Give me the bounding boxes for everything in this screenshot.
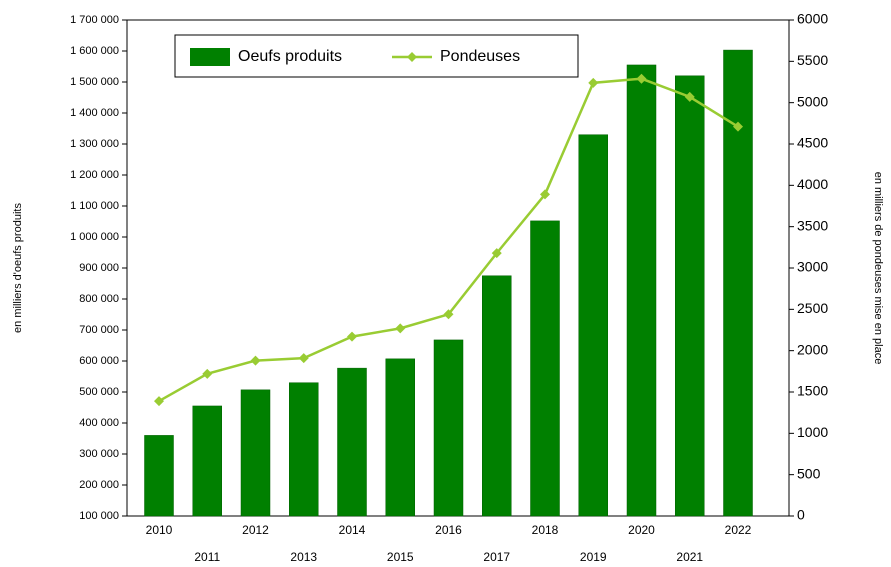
line-marker: [298, 353, 309, 364]
bar: [192, 405, 222, 517]
y-tick-label: 1 000 000: [70, 231, 119, 243]
y-tick-label: 700 000: [79, 324, 119, 336]
y2-tick-label: 0: [797, 507, 805, 523]
legend-swatch: [190, 48, 230, 66]
y-tick-label: 1 300 000: [70, 138, 119, 150]
bar: [240, 389, 271, 517]
y2-tick-label: 1000: [797, 424, 828, 440]
y2-tick-label: 4500: [797, 135, 828, 151]
bar: [626, 64, 657, 517]
y-tick-label: 400 000: [79, 417, 119, 429]
y2-tick-label: 3500: [797, 217, 828, 233]
y2-tick-label: 4000: [797, 176, 828, 192]
x-tick-label: 2021: [676, 550, 703, 564]
line-marker: [202, 368, 213, 379]
line-marker: [733, 121, 743, 132]
x-tick-label: 2022: [725, 523, 752, 537]
y2-tick-label: 6000: [797, 11, 828, 27]
line-marker: [443, 309, 454, 320]
legend-marker: [407, 52, 417, 62]
y2-tick-label: 5500: [797, 52, 828, 68]
legend-box: [174, 34, 579, 78]
bar: [337, 367, 367, 517]
line-marker: [588, 77, 599, 88]
y2-tick-label: 2500: [797, 300, 828, 316]
y-tick-label: 900 000: [79, 262, 119, 274]
y2-axis-label: en milliers de pondeuses mise en place: [872, 172, 884, 365]
bar: [433, 339, 464, 517]
x-tick-label: 2011: [194, 550, 220, 564]
line-marker: [540, 189, 550, 200]
legend-label: Oeufs produits: [238, 48, 342, 65]
y2-tick-label: 3000: [797, 259, 828, 275]
y-tick-label: 300 000: [79, 448, 119, 460]
line-marker: [636, 73, 647, 84]
y-tick-label: 800 000: [79, 293, 119, 305]
y-tick-label: 1 600 000: [70, 45, 119, 57]
y-tick-label: 200 000: [79, 479, 119, 491]
y-tick-label: 500 000: [79, 386, 119, 398]
y2-tick-label: 500: [797, 465, 821, 481]
y-tick-label: 1 700 000: [70, 14, 119, 26]
bar: [530, 220, 560, 517]
bar: [578, 134, 608, 517]
line-marker: [684, 91, 695, 102]
x-tick-label: 2019: [580, 550, 607, 564]
y-tick-label: 1 200 000: [70, 169, 119, 181]
line-marker: [347, 331, 357, 342]
x-tick-label: 2016: [435, 523, 462, 537]
bar: [675, 75, 705, 517]
x-tick-label: 2017: [483, 550, 510, 564]
line-marker: [395, 323, 406, 334]
y-tick-label: 1 400 000: [70, 107, 119, 119]
legend-label: Pondeuses: [440, 48, 520, 65]
line-marker: [250, 355, 261, 366]
x-tick-label: 2010: [146, 523, 173, 537]
y-tick-label: 100 000: [79, 510, 119, 522]
bar: [144, 435, 174, 517]
line-marker: [154, 396, 164, 407]
bar: [482, 275, 512, 517]
x-tick-label: 2018: [532, 523, 559, 537]
y2-tick-label: 1500: [797, 383, 828, 399]
y-tick-label: 1 500 000: [70, 76, 119, 88]
bar: [385, 358, 415, 517]
x-tick-label: 2020: [628, 523, 655, 537]
bar: [289, 382, 319, 517]
line-marker: [491, 248, 502, 259]
x-tick-label: 2014: [339, 523, 366, 537]
y-tick-label: 1 100 000: [70, 200, 119, 212]
y2-tick-label: 5000: [797, 93, 828, 109]
x-tick-label: 2015: [387, 550, 414, 564]
y-axis-label: en milliers d'oeufs produits: [12, 203, 24, 333]
x-tick-label: 2013: [290, 550, 317, 564]
x-tick-label: 2012: [242, 523, 269, 537]
y-tick-label: 600 000: [79, 355, 119, 367]
y2-tick-label: 2000: [797, 341, 828, 357]
